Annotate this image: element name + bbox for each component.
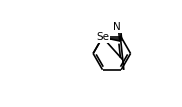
Text: N: N [113,22,121,32]
Text: Se: Se [96,32,109,42]
